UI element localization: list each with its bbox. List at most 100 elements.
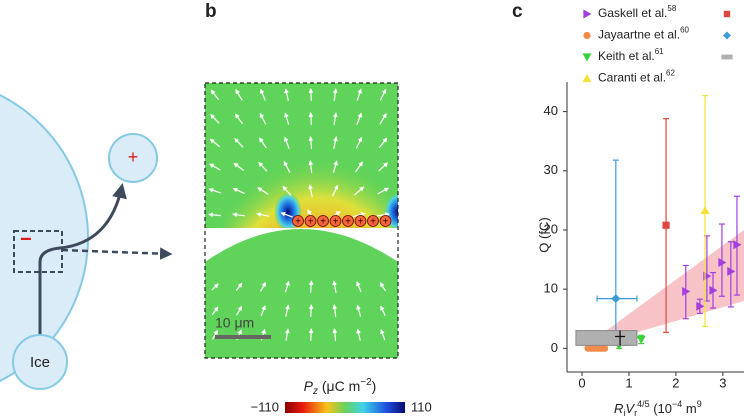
charge-circle [367,215,379,227]
legend-label: Caranti et al.62 [598,69,675,85]
marker [696,301,705,311]
zoom-box [13,230,63,273]
charge-circle [329,215,342,227]
legend-name: Gaskell et al. [598,6,667,20]
field-arrow [283,160,291,173]
range-box [575,330,638,346]
field-arrow [210,113,220,124]
legend: Gaskell et al.58 Jayaartne et al.60 Keith … [582,4,733,85]
field-arrow [284,280,290,293]
field-arrow [331,184,339,197]
field-arrow [332,88,338,102]
field-arrow [260,305,266,317]
axes [566,82,744,373]
plot-area [575,95,744,352]
legend-marker [583,9,592,19]
field-arrow [280,212,293,218]
field-arrow [234,113,244,125]
field-arrow [232,212,246,218]
field-arrow [208,212,222,218]
field-arrow [356,281,362,293]
confidence-band [582,229,744,349]
legend-name: Jayaartne et al. [598,28,680,42]
panel-c: c Gaskell et al.58 Jayaartne et al.60 Keit… [512,1,744,418]
legend-ref: 58 [667,4,676,13]
charge-sign: + [358,217,364,228]
colorbar-title: Pz (μC m−2) [304,377,377,397]
y-tick-label: 10 [544,281,558,296]
field-arrow [257,187,269,195]
symbol-sub: z [312,386,318,397]
charge-circle [292,215,304,227]
legend-name: Caranti et al. [598,71,666,85]
x-axis-label-part: r [634,408,637,418]
legend-marker [721,54,733,60]
field-arrow [353,212,366,218]
field-arrow [379,88,387,101]
field-arrow [332,112,338,126]
y-tick-label: 40 [544,103,558,118]
charge-sign: + [370,217,376,228]
dashed-arrow [61,247,173,260]
colorbar-tick-label: 110 [411,399,432,414]
field-arrow [235,282,243,292]
legend-name: Keith et al. [598,49,655,63]
legend-ref: 62 [666,69,675,78]
ice-label: Ice [30,354,50,371]
x-tick-label: 1 [625,375,632,390]
field-arrow [332,328,338,341]
field-arrow [332,280,338,293]
x-axis-label-part: m [682,401,696,416]
field-arrow [308,184,313,198]
field-arrow [232,187,245,194]
field-arrow [356,112,363,125]
field-arrow [380,305,386,317]
field-arrow [332,304,338,317]
field-arrow [355,136,363,149]
x-tick-label: 0 [578,375,585,390]
field-arrow [376,212,390,218]
field-arrow [356,88,362,101]
marker [682,287,691,297]
positive-charge: + [128,147,139,167]
legend-marker [723,31,731,40]
trajectory-arrow [38,183,127,335]
field-arrow [285,304,290,317]
x-axis-label-part: (10 [650,401,672,416]
field-arrow [380,328,386,341]
field-arrow [332,160,338,173]
surface-charges: + + + + + + + + [292,215,392,228]
field-arrow [308,160,314,174]
x-tick-label: 3 [719,375,726,390]
legend-label: Gaskell et al.58 [598,4,677,20]
field-arrow [208,163,221,171]
field-arrow [282,185,292,196]
marker [733,240,742,250]
negative-charge: − [20,228,32,250]
field-arrow [377,187,390,195]
x-axis-label-part: V [625,401,635,416]
x-axis-label-part: −4 [672,399,682,409]
x-axis-label-part: R [614,401,623,416]
field-arrow [233,162,245,172]
legend-label: Jayaartne et al.60 [598,26,690,42]
y-axis-label: Q (fC) [536,217,551,252]
scale-bar [215,335,271,339]
unit-close: ) [372,378,377,394]
marker [709,285,718,295]
charge-circle [354,215,367,227]
unit-exp: −2 [360,377,372,388]
legend-marker [582,53,592,62]
field-arrow [211,306,219,316]
marker [727,266,736,276]
x-axis-label: RiVr4/5 (10−4 m9 [614,399,702,418]
field-arrows [208,88,390,342]
charge-circle [304,215,317,227]
field-arrow [259,137,267,149]
field-arrow [308,88,314,102]
x-axis-label-part: 4/5 [637,399,650,409]
field-arrow [378,137,388,149]
gap [205,228,398,262]
field-arrow [260,281,266,292]
